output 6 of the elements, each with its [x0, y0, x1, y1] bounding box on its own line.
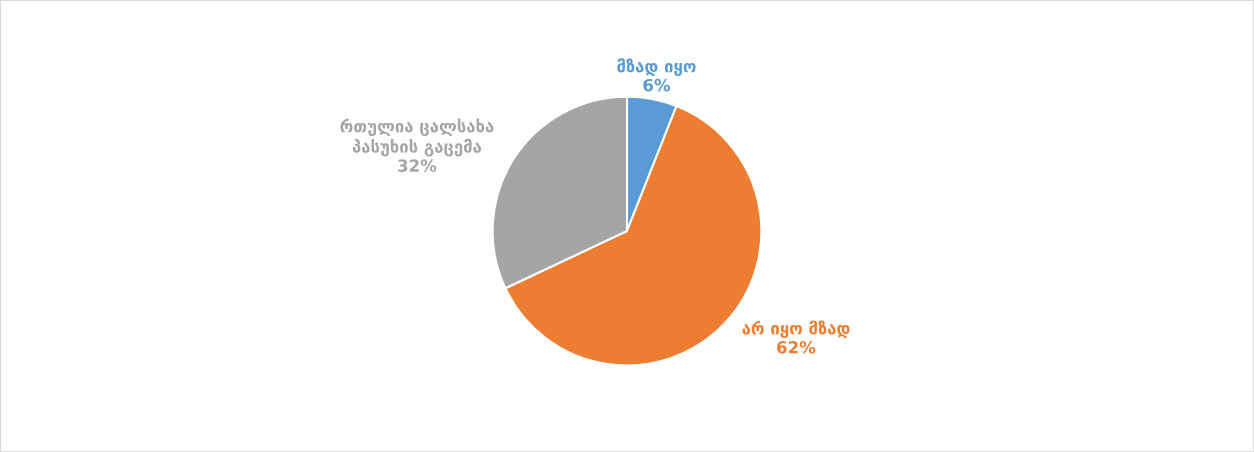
- slice-label: მზად იყო: [617, 58, 696, 77]
- data-label: 62%: [777, 340, 816, 354]
- slice-label: რთულია ცალსახა პასუხის გაცემა: [340, 118, 494, 157]
- data-label: 6%: [643, 78, 671, 92]
- slice-label: არ იყო მზად: [742, 320, 850, 339]
- data-label: 32%: [398, 159, 437, 172]
